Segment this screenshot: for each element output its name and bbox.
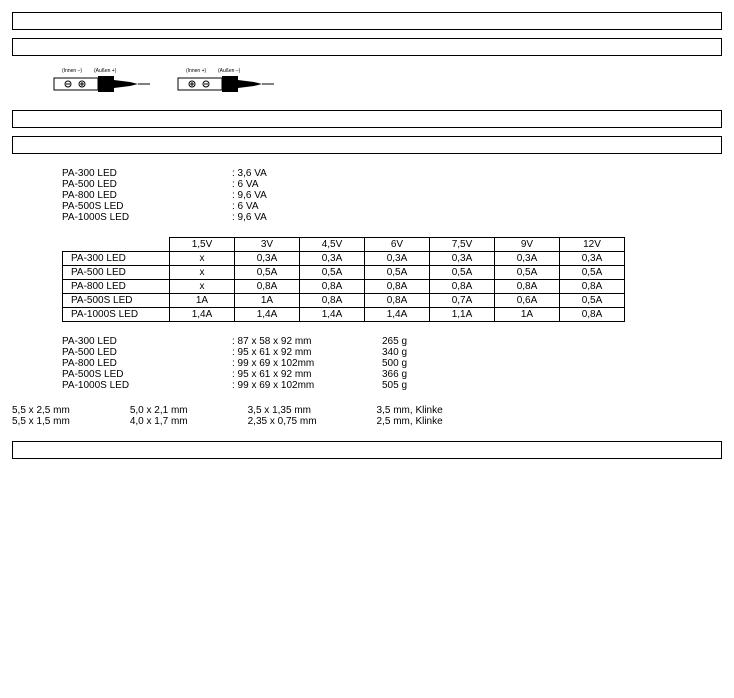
power-model: PA-500S LED: [62, 201, 232, 212]
svg-text:(Innen +): (Innen +): [186, 68, 206, 74]
svg-text:(Außen +): (Außen +): [94, 68, 117, 74]
current-cell: 0,5A: [560, 294, 625, 308]
dimensions-list: PA-300 LED: 87 x 58 x 92 mm265 g PA-500 L…: [62, 336, 722, 391]
current-cell: 0,8A: [365, 294, 430, 308]
current-cell: 0,8A: [300, 294, 365, 308]
power-model: PA-800 LED: [62, 190, 232, 201]
current-cell: 1A: [235, 294, 300, 308]
power-model: PA-1000S LED: [62, 212, 232, 223]
power-list: PA-300 LED: 3,6 VAPA-500 LED: 6 VAPA-800…: [62, 168, 722, 223]
dims-model: PA-500 LED: [62, 347, 232, 358]
current-header: 7,5V: [430, 238, 495, 252]
power-value: : 6 VA: [232, 179, 267, 190]
current-cell: 0,5A: [495, 266, 560, 280]
plug-size: 2,35 x 0,75 mm: [248, 416, 377, 427]
current-cell: 0,8A: [495, 280, 560, 294]
power-model: PA-500 LED: [62, 179, 232, 190]
current-cell: 1A: [495, 308, 560, 322]
current-cell: 0,3A: [300, 252, 365, 266]
dims-weight: 505 g: [382, 380, 407, 391]
plug-size: 4,0 x 1,7 mm: [130, 416, 248, 427]
current-cell: 0,8A: [560, 308, 625, 322]
section-box-3: [12, 110, 722, 128]
section-box-1: [12, 12, 722, 30]
plug-size: 5,5 x 2,5 mm: [12, 405, 130, 416]
plug-icon-positive-inner: (Innen +) (Außen –): [176, 64, 276, 102]
current-cell: 0,3A: [430, 252, 495, 266]
current-cell: 1,4A: [365, 308, 430, 322]
plug-size: 5,0 x 2,1 mm: [130, 405, 248, 416]
current-cell: x: [170, 280, 235, 294]
current-cell: 0,5A: [560, 266, 625, 280]
current-cell: 1A: [170, 294, 235, 308]
current-header: 12V: [560, 238, 625, 252]
current-cell: 0,5A: [300, 266, 365, 280]
current-row-label: PA-300 LED: [63, 252, 170, 266]
current-cell: 0,3A: [235, 252, 300, 266]
current-cell: 0,6A: [495, 294, 560, 308]
current-row-label: PA-1000S LED: [63, 308, 170, 322]
current-cell: 0,5A: [430, 266, 495, 280]
section-box-5: [12, 441, 722, 459]
dims-size: : 99 x 69 x 102mm: [232, 380, 382, 391]
svg-text:(Außen –): (Außen –): [218, 68, 241, 74]
power-value: : 6 VA: [232, 201, 267, 212]
current-cell: 1,4A: [235, 308, 300, 322]
plug-size: 5,5 x 1,5 mm: [12, 416, 130, 427]
dims-size: : 87 x 58 x 92 mm: [232, 336, 382, 347]
current-header: 9V: [495, 238, 560, 252]
current-cell: 0,5A: [235, 266, 300, 280]
dims-size: : 99 x 69 x 102mm: [232, 358, 382, 369]
plug-size: 2,5 mm, Klinke: [377, 416, 503, 427]
current-cell: 0,8A: [365, 280, 430, 294]
current-header: 4,5V: [300, 238, 365, 252]
dims-weight: 265 g: [382, 336, 407, 347]
current-row-label: PA-800 LED: [63, 280, 170, 294]
dims-size: : 95 x 61 x 92 mm: [232, 347, 382, 358]
current-header: 3V: [235, 238, 300, 252]
current-cell: 0,8A: [300, 280, 365, 294]
current-row-label: PA-500 LED: [63, 266, 170, 280]
current-cell: 0,5A: [365, 266, 430, 280]
current-cell: 0,8A: [235, 280, 300, 294]
dims-weight: 366 g: [382, 369, 407, 380]
dims-model: PA-1000S LED: [62, 380, 232, 391]
current-cell: 1,4A: [300, 308, 365, 322]
polarity-plug-row: (Innen –) (Außen +) (Innen +) (Außen –): [52, 64, 722, 102]
power-model: PA-300 LED: [62, 168, 232, 179]
current-header: 1,5V: [170, 238, 235, 252]
current-cell: 0,3A: [495, 252, 560, 266]
current-table: 1,5V3V4,5V6V7,5V9V12VPA-300 LEDx0,3A0,3A…: [62, 237, 625, 322]
section-box-2: [12, 38, 722, 56]
dims-weight: 500 g: [382, 358, 407, 369]
current-cell: x: [170, 252, 235, 266]
dims-size: : 95 x 61 x 92 mm: [232, 369, 382, 380]
current-row-label: PA-500S LED: [63, 294, 170, 308]
dims-model: PA-500S LED: [62, 369, 232, 380]
current-cell: x: [170, 266, 235, 280]
dims-model: PA-800 LED: [62, 358, 232, 369]
dims-weight: 340 g: [382, 347, 407, 358]
current-cell: 0,3A: [365, 252, 430, 266]
current-cell: 0,8A: [430, 280, 495, 294]
current-cell: 1,1A: [430, 308, 495, 322]
power-value: : 9,6 VA: [232, 212, 267, 223]
plug-size: 3,5 mm, Klinke: [377, 405, 503, 416]
section-box-4: [12, 136, 722, 154]
current-header: 6V: [365, 238, 430, 252]
plug-icon-negative-inner: (Innen –) (Außen +): [52, 64, 152, 102]
plug-sizes: 5,5 x 2,5 mm 5,0 x 2,1 mm 3,5 x 1,35 mm …: [12, 405, 722, 427]
svg-text:(Innen –): (Innen –): [62, 68, 82, 74]
current-cell: 0,8A: [560, 280, 625, 294]
current-cell: 0,7A: [430, 294, 495, 308]
plug-size: 3,5 x 1,35 mm: [248, 405, 377, 416]
current-cell: 0,3A: [560, 252, 625, 266]
current-cell: 1,4A: [170, 308, 235, 322]
power-value: : 9,6 VA: [232, 190, 267, 201]
dims-model: PA-300 LED: [62, 336, 232, 347]
power-value: : 3,6 VA: [232, 168, 267, 179]
